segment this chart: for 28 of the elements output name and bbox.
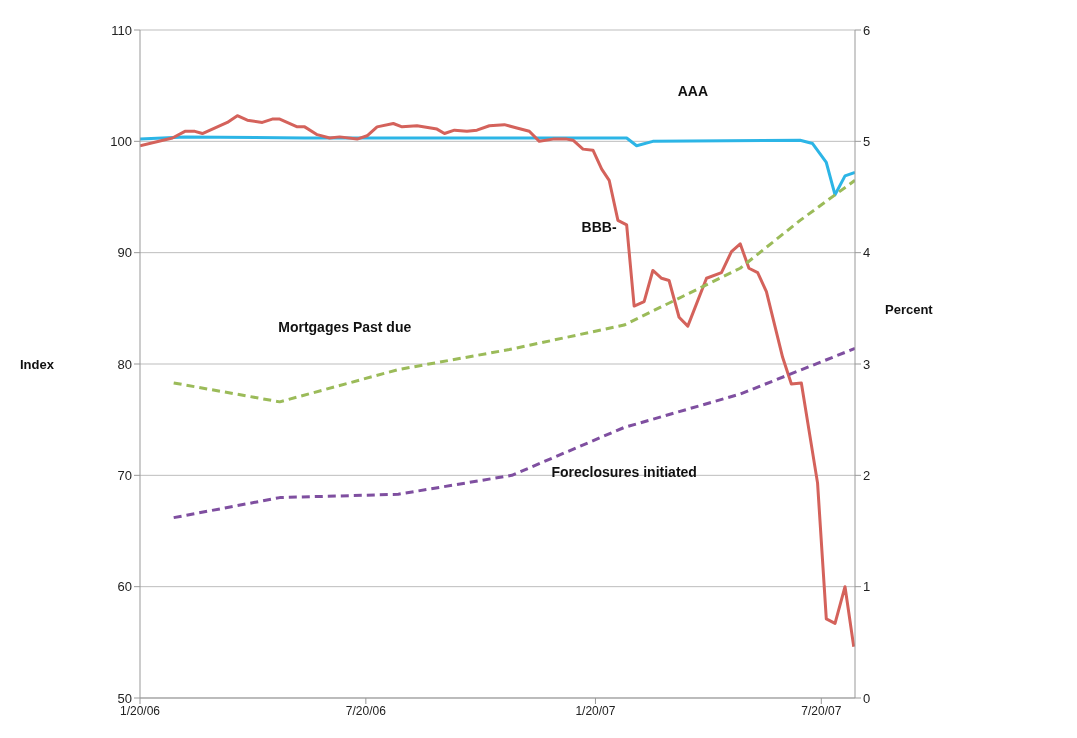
y2-tick-label: 2 bbox=[863, 467, 871, 483]
y2-tick-label: 4 bbox=[863, 245, 871, 261]
y-tick-label: 80 bbox=[117, 356, 132, 372]
y-axis-title: Index bbox=[20, 356, 55, 372]
text: Mortgages Past due bbox=[278, 318, 412, 335]
line-series bbox=[140, 135, 855, 197]
y2-tick-label: 0 bbox=[863, 690, 871, 706]
y-tick-label: 110 bbox=[111, 22, 132, 38]
line-series bbox=[140, 114, 855, 649]
y-tick-label: 70 bbox=[117, 467, 132, 483]
y2-tick-label: 6 bbox=[863, 22, 871, 38]
series-label: Foreclosures initiated bbox=[551, 464, 697, 481]
y-tick-label: 90 bbox=[117, 245, 132, 261]
y-tick-label: 60 bbox=[117, 579, 132, 595]
line-series bbox=[172, 178, 855, 404]
line-series bbox=[172, 346, 855, 520]
y2-tick-label: 1 bbox=[863, 579, 871, 595]
series-label: BBB- bbox=[581, 218, 617, 235]
y2-tick-label: 5 bbox=[863, 133, 871, 149]
x-tick-label: 1/20/06 bbox=[119, 703, 161, 718]
text: AAA bbox=[677, 83, 709, 100]
x-tick-label: 1/20/07 bbox=[575, 703, 616, 718]
x-tick-label: 7/20/07 bbox=[801, 703, 842, 718]
y-tick-label: 50 bbox=[117, 690, 132, 706]
y2-axis-title: Percent bbox=[885, 302, 934, 318]
x-tick-label: 7/20/06 bbox=[345, 703, 387, 718]
y2-tick-label: 3 bbox=[863, 356, 871, 372]
y-tick-label: 100 bbox=[110, 133, 132, 149]
